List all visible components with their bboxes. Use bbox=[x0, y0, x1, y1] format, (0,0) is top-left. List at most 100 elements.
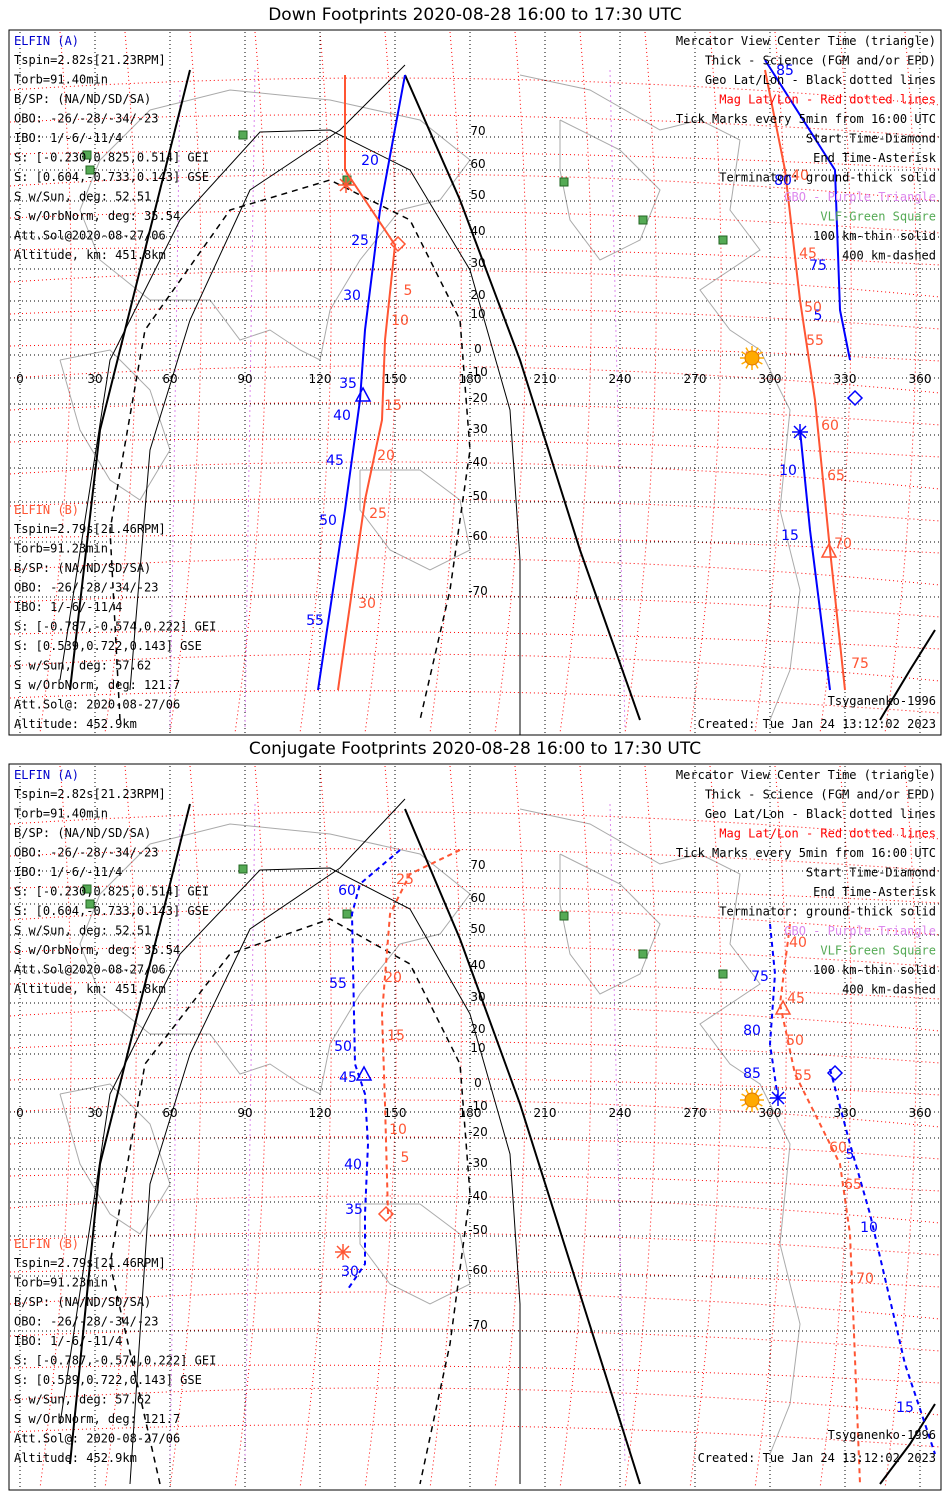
lon-tick-label: 30 bbox=[87, 372, 102, 386]
elfin-a-time-label: 40 bbox=[333, 408, 351, 424]
elfin-a-track bbox=[764, 59, 851, 361]
vlf-station-marker bbox=[85, 165, 95, 175]
coastline bbox=[519, 808, 801, 1455]
elfin-a-track bbox=[829, 1068, 936, 1455]
terminator-curve-east bbox=[404, 808, 641, 1485]
terminator-curve-far-east bbox=[879, 629, 936, 721]
elfin-b-info-line: OBO: -26/-28/-34/-23 bbox=[14, 1315, 159, 1329]
elfin-b-time-label: 10 bbox=[389, 1122, 407, 1138]
elfin-a-time-label: 15 bbox=[781, 528, 799, 544]
lat-tick-label: -20 bbox=[468, 1125, 488, 1139]
elfin-a-time-label: 10 bbox=[779, 463, 797, 479]
elfin-b-time-label: 45 bbox=[799, 246, 817, 262]
elfin-a-time-label: 40 bbox=[344, 1157, 362, 1173]
elfin-a-time-label: 50 bbox=[334, 1039, 352, 1055]
geo-grid bbox=[10, 766, 940, 1488]
sun-ray bbox=[745, 1105, 750, 1111]
elfin-b-center-time-triangle bbox=[774, 999, 792, 1015]
lat-tick-label: 40 bbox=[470, 224, 485, 238]
elfin-a-info-line: B/SP: (NA/ND/SD/SA) bbox=[14, 92, 151, 106]
elfin-b-info-line: Altitude: 452.9km bbox=[14, 1451, 137, 1465]
elfin-a-time-label: 80 bbox=[743, 1023, 761, 1039]
sun-disc bbox=[744, 350, 760, 366]
elfin-a-time-label: 45 bbox=[326, 453, 344, 469]
coastline bbox=[559, 119, 661, 261]
lon-tick-label: 150 bbox=[384, 1106, 407, 1120]
elfin-b-time-label: 10 bbox=[391, 313, 409, 329]
elfin-b-info-line: S: [0.539,0.722,0.143] GSE bbox=[14, 639, 202, 653]
elfin-a-time-label: 10 bbox=[860, 1220, 878, 1236]
elfin-b-time-label: 40 bbox=[789, 935, 807, 951]
legend-line: Tick Marks every 5min from 16:00 UTC bbox=[676, 846, 936, 860]
lat-tick-label: -30 bbox=[468, 422, 488, 436]
down-footprints-title: Down Footprints 2020-08-28 16:00 to 17:3… bbox=[268, 5, 682, 25]
elfin-b-info-line: IBO: 1/-6/-11/4 bbox=[14, 600, 122, 614]
elfin-b-time-label: 15 bbox=[387, 1028, 405, 1044]
elfin-b-info-line: Torb=91.23min bbox=[14, 1276, 108, 1290]
elfin-a-time-label: 75 bbox=[809, 258, 827, 274]
elfin-b-time-label: 5 bbox=[401, 1150, 410, 1166]
gbo-line bbox=[169, 823, 181, 1465]
lon-tick-label: 240 bbox=[609, 372, 632, 386]
lon-tick-label: 360 bbox=[909, 1106, 932, 1120]
legend-line: Start Time-Diamond bbox=[806, 132, 936, 146]
terminator-curve-far-east bbox=[879, 1403, 936, 1485]
lon-tick-label: 300 bbox=[759, 1106, 782, 1120]
mag-lon-line bbox=[559, 765, 592, 1489]
created-label: Created: Tue Jan 24 13:12:02 2023 bbox=[698, 1451, 936, 1465]
elfin-b-info-line: Tspin=2.79s[21.46RPM] bbox=[14, 1256, 166, 1270]
sun-ray bbox=[741, 360, 747, 365]
sun-ray bbox=[741, 1102, 747, 1107]
elfin-a-info-line: S: [-0.230,0.825,0.514] GEI bbox=[14, 151, 209, 165]
elfin-b-time-label: 55 bbox=[794, 1068, 812, 1084]
coastline bbox=[59, 1083, 171, 1235]
vlf-station-marker bbox=[638, 215, 648, 225]
legend-line: End Time-Asterisk bbox=[813, 151, 937, 165]
lon-tick-label: 240 bbox=[609, 1106, 632, 1120]
lon-tick-label: 180 bbox=[459, 1106, 482, 1120]
elfin-b-start-diamond bbox=[389, 235, 407, 253]
elfin-a-time-label: 55 bbox=[306, 613, 324, 629]
mag-lon-line bbox=[234, 765, 267, 1489]
altitude-100km-curve bbox=[59, 129, 521, 735]
sun-icon bbox=[740, 346, 764, 370]
altitude-100km-inner-curve bbox=[129, 64, 406, 691]
gbo-lines bbox=[169, 803, 626, 1465]
elfin-a-start-diamond bbox=[826, 1064, 844, 1082]
legend-line: GBO - Purple Triangle bbox=[784, 190, 936, 204]
vlf-station-marker bbox=[342, 909, 352, 919]
lon-tick-label: 0 bbox=[16, 1106, 24, 1120]
elfin-a-time-label: 85 bbox=[743, 1066, 761, 1082]
vlf-station-marker bbox=[638, 949, 648, 959]
elfin-b-info-line: S w/Sun, deg: 57.62 bbox=[14, 1393, 151, 1407]
elfin-b-info-line: S: [-0.787,-0.574,0.222] GEI bbox=[14, 620, 216, 634]
lon-tick-label: 120 bbox=[309, 372, 332, 386]
lat-tick-label: 0 bbox=[474, 342, 482, 356]
elfin-a-info-title: ELFIN (A) bbox=[14, 768, 79, 782]
mag-lat-line bbox=[9, 1328, 941, 1352]
sun-ray bbox=[741, 351, 747, 356]
lat-tick-label: 70 bbox=[470, 124, 485, 138]
terminator-curve bbox=[69, 803, 191, 1465]
elfin-b-info-line: Torb=91.23min bbox=[14, 542, 108, 556]
legend-line: 400 km-dashed bbox=[842, 983, 936, 997]
sun-ray bbox=[745, 347, 750, 353]
vlf-station-marker bbox=[85, 899, 95, 909]
elfin-b-info-line: S: [-0.787,-0.574,0.222] GEI bbox=[14, 1354, 216, 1368]
sun-ray bbox=[757, 1093, 763, 1098]
elfin-b-track bbox=[764, 69, 846, 691]
lat-tick-label: -70 bbox=[468, 1318, 488, 1332]
elfin-b-info-line: Tspin=2.79s[21.46RPM] bbox=[14, 522, 166, 536]
elfin-a-info-line: OBO: -26/-28/-34/-23 bbox=[14, 112, 159, 126]
elfin-a-time-label: 45 bbox=[339, 1070, 357, 1086]
lat-tick-label: -10 bbox=[468, 365, 488, 379]
vlf-station-marker bbox=[559, 911, 569, 921]
elfin-a-info-line: Tspin=2.82s[21.23RPM] bbox=[14, 53, 166, 67]
lat-tick-label: -60 bbox=[468, 529, 488, 543]
lat-tick-label: -50 bbox=[468, 1223, 488, 1237]
sun-ray bbox=[757, 351, 763, 356]
lat-tick-label: 30 bbox=[470, 256, 485, 270]
lon-tick-label: 60 bbox=[162, 1106, 177, 1120]
elfin-b-time-label: 65 bbox=[844, 1177, 862, 1193]
gbo-line bbox=[169, 89, 181, 731]
